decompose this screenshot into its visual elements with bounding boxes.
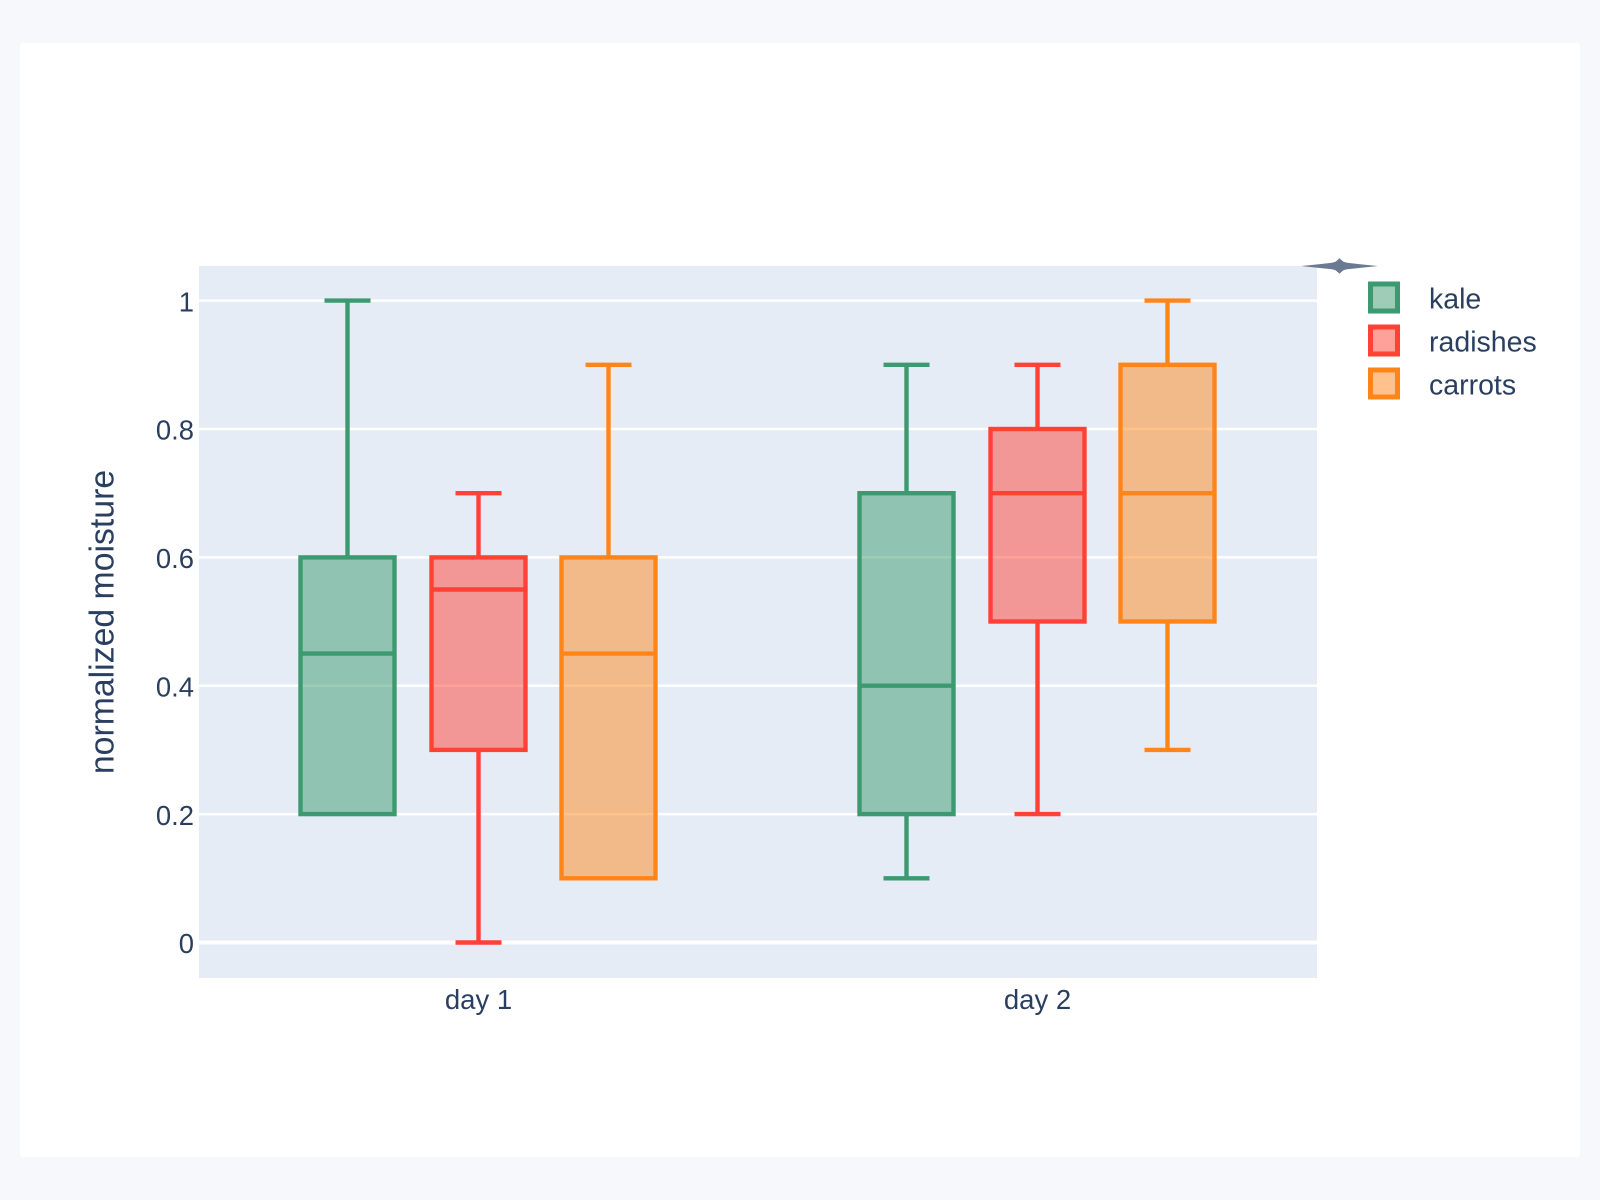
svg-text:normalized moisture: normalized moisture — [84, 470, 122, 774]
svg-text:0.8: 0.8 — [156, 415, 194, 446]
svg-text:kale: kale — [1429, 284, 1481, 316]
svg-text:0: 0 — [179, 928, 194, 959]
svg-text:carrots: carrots — [1429, 370, 1516, 402]
svg-text:0.2: 0.2 — [156, 800, 194, 831]
svg-text:day 2: day 2 — [1004, 984, 1071, 1015]
svg-text:1: 1 — [179, 286, 194, 317]
svg-text:0.4: 0.4 — [156, 671, 194, 702]
svg-text:day 1: day 1 — [445, 984, 512, 1015]
svg-text:0.6: 0.6 — [156, 543, 194, 574]
svg-text:radishes: radishes — [1429, 327, 1537, 359]
